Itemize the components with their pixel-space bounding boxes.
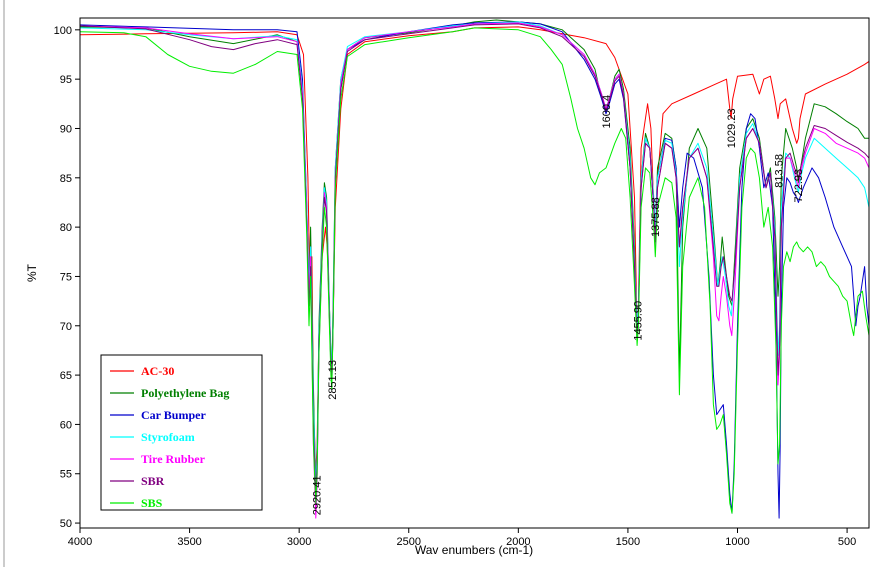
peak-label-6: 813.58 bbox=[773, 154, 785, 188]
series-line-6 bbox=[79, 27, 870, 514]
y-tick-label-10: 100 bbox=[54, 25, 72, 37]
series-layer bbox=[79, 19, 870, 519]
peak-annotations: 2920.41 2851.13 1600.4 1455.90 1375.88 1029.2… bbox=[312, 95, 806, 515]
x-axis-label: Wav enumbers (cm-1) bbox=[415, 543, 533, 557]
y-tick-label-8: 90 bbox=[60, 123, 72, 135]
x-tick-label-4: 2000 bbox=[506, 536, 530, 548]
peak-label-2: 1600.4 bbox=[601, 95, 613, 129]
peak-label-7: 722.93 bbox=[793, 169, 805, 203]
legend-label-6: SBS bbox=[141, 496, 163, 510]
x-tick-label-5: 1500 bbox=[616, 536, 640, 548]
legend-label-1: Polyethylene Bag bbox=[141, 386, 229, 400]
legend-label-5: SBR bbox=[141, 474, 165, 488]
y-tick-label-9: 95 bbox=[60, 74, 72, 86]
y-axis-ticks: 50 55 60 65 70 75 80 85 90 95 100 bbox=[54, 25, 80, 530]
legend-label-2: Car Bumper bbox=[141, 408, 206, 422]
legend-label-3: Styrofoam bbox=[141, 430, 195, 444]
y-tick-label-2: 60 bbox=[60, 419, 72, 431]
y-tick-label-3: 65 bbox=[60, 370, 72, 382]
legend: AC-30 Polyethylene Bag Car Bumper Styrofoam… bbox=[100, 354, 263, 511]
x-tick-label-2: 3000 bbox=[287, 536, 311, 548]
x-tick-label-0: 4000 bbox=[68, 536, 92, 548]
peak-label-4: 1375.88 bbox=[650, 197, 662, 237]
x-tick-label-6: 1000 bbox=[725, 536, 749, 548]
y-axis-label: %T bbox=[25, 263, 39, 282]
x-axis-ticks: 4000 3500 3000 2500 2000 1500 1000 500 bbox=[68, 528, 856, 548]
x-tick-label-1: 3500 bbox=[177, 536, 201, 548]
y-tick-label-4: 70 bbox=[60, 321, 72, 333]
legend-label-0: AC-30 bbox=[141, 364, 174, 378]
peak-label-3: 1455.90 bbox=[633, 301, 645, 341]
y-tick-label-1: 55 bbox=[60, 469, 72, 481]
y-tick-label-0: 50 bbox=[60, 518, 72, 530]
legend-box bbox=[100, 354, 263, 511]
y-tick-label-7: 85 bbox=[60, 173, 72, 185]
plot-frame bbox=[79, 17, 870, 529]
legend-label-4: Tire Rubber bbox=[141, 452, 206, 466]
peak-label-1: 2851.13 bbox=[327, 360, 339, 400]
y-tick-label-6: 80 bbox=[60, 222, 72, 234]
x-tick-label-3: 2500 bbox=[397, 536, 421, 548]
peak-label-0: 2920.41 bbox=[312, 475, 324, 515]
x-tick-label-7: 500 bbox=[838, 536, 856, 548]
peak-label-5: 1029.23 bbox=[726, 108, 738, 148]
y-tick-label-5: 75 bbox=[60, 271, 72, 283]
